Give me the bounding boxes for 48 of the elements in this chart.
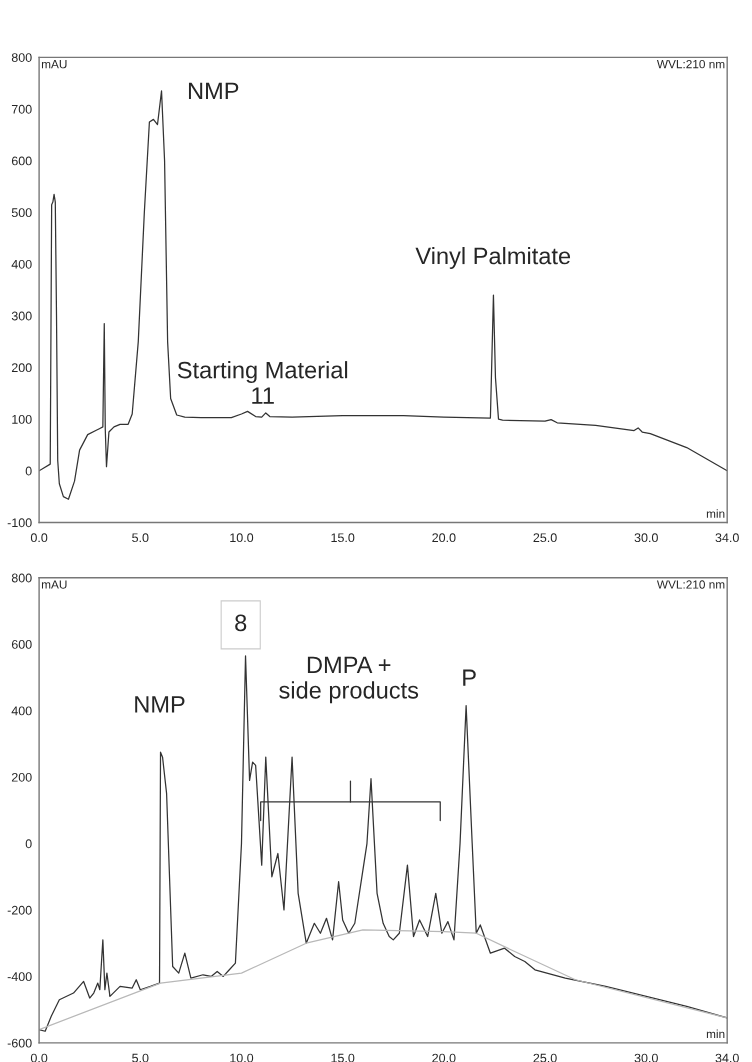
x-tick-label: 20.0: [432, 533, 456, 543]
y-tick-label: -600: [7, 1038, 32, 1048]
annotation: P: [463, 669, 476, 686]
x-tick-label: 20.0: [432, 1053, 456, 1062]
annotation: NMP: [188, 82, 239, 99]
y-tick-label: 400: [11, 259, 32, 269]
y-axis-title: mAU: [41, 580, 67, 589]
x-tick-label: 10.0: [230, 533, 254, 543]
annotation: NMP: [135, 696, 185, 713]
x-tick-label: 30.0: [634, 533, 658, 543]
annotation: 8: [235, 614, 247, 632]
y-tick-label: 200: [11, 363, 32, 373]
line-series: [39, 929, 728, 1031]
y-tick-label: 800: [11, 573, 32, 583]
x-axis-title: min: [706, 1029, 725, 1039]
x-tick-label: 0.0: [30, 1053, 48, 1062]
x-tick-label: 15.0: [331, 1053, 355, 1062]
y-tick-label: -100: [7, 518, 32, 528]
y-tick-label: 300: [11, 311, 32, 321]
x-tick-label: 30.0: [634, 1053, 658, 1062]
x-tick-label: 5.0: [132, 533, 149, 543]
x-axis-title: min: [706, 509, 725, 518]
annotation: DMPA + side products: [279, 656, 419, 704]
y-tick-label: -200: [7, 905, 32, 915]
annotation: WVL:210 nm: [656, 59, 725, 69]
y-tick-label: 600: [11, 639, 32, 649]
y-tick-label: 200: [11, 772, 32, 782]
annotation: WVL:210 nm: [656, 580, 725, 589]
y-tick-label: 0: [25, 839, 32, 849]
y-tick-label: 100: [12, 414, 32, 424]
y-tick-label: 500: [11, 208, 32, 218]
x-tick-label: 15.0: [331, 533, 355, 543]
x-tick-label: 10.0: [230, 1053, 254, 1062]
x-tick-label: 34.0: [715, 533, 739, 543]
y-tick-label: 400: [11, 706, 32, 716]
y-tick-label: 600: [11, 156, 32, 166]
y-tick-label: 700: [11, 104, 32, 114]
y-axis-title: mAU: [41, 60, 67, 69]
x-tick-label: 34.0: [715, 1053, 739, 1062]
annotation: Starting Material 11: [177, 361, 348, 404]
annotation: Vinyl Palmitate: [415, 246, 571, 269]
x-tick-label: 5.0: [132, 1053, 149, 1062]
y-tick-label: 0: [25, 466, 32, 476]
y-tick-label: 800: [11, 53, 32, 62]
x-tick-label: 25.0: [533, 1053, 557, 1062]
x-tick-label: 25.0: [533, 533, 557, 543]
y-tick-label: -400: [7, 972, 32, 982]
x-tick-label: 0.0: [30, 533, 48, 543]
